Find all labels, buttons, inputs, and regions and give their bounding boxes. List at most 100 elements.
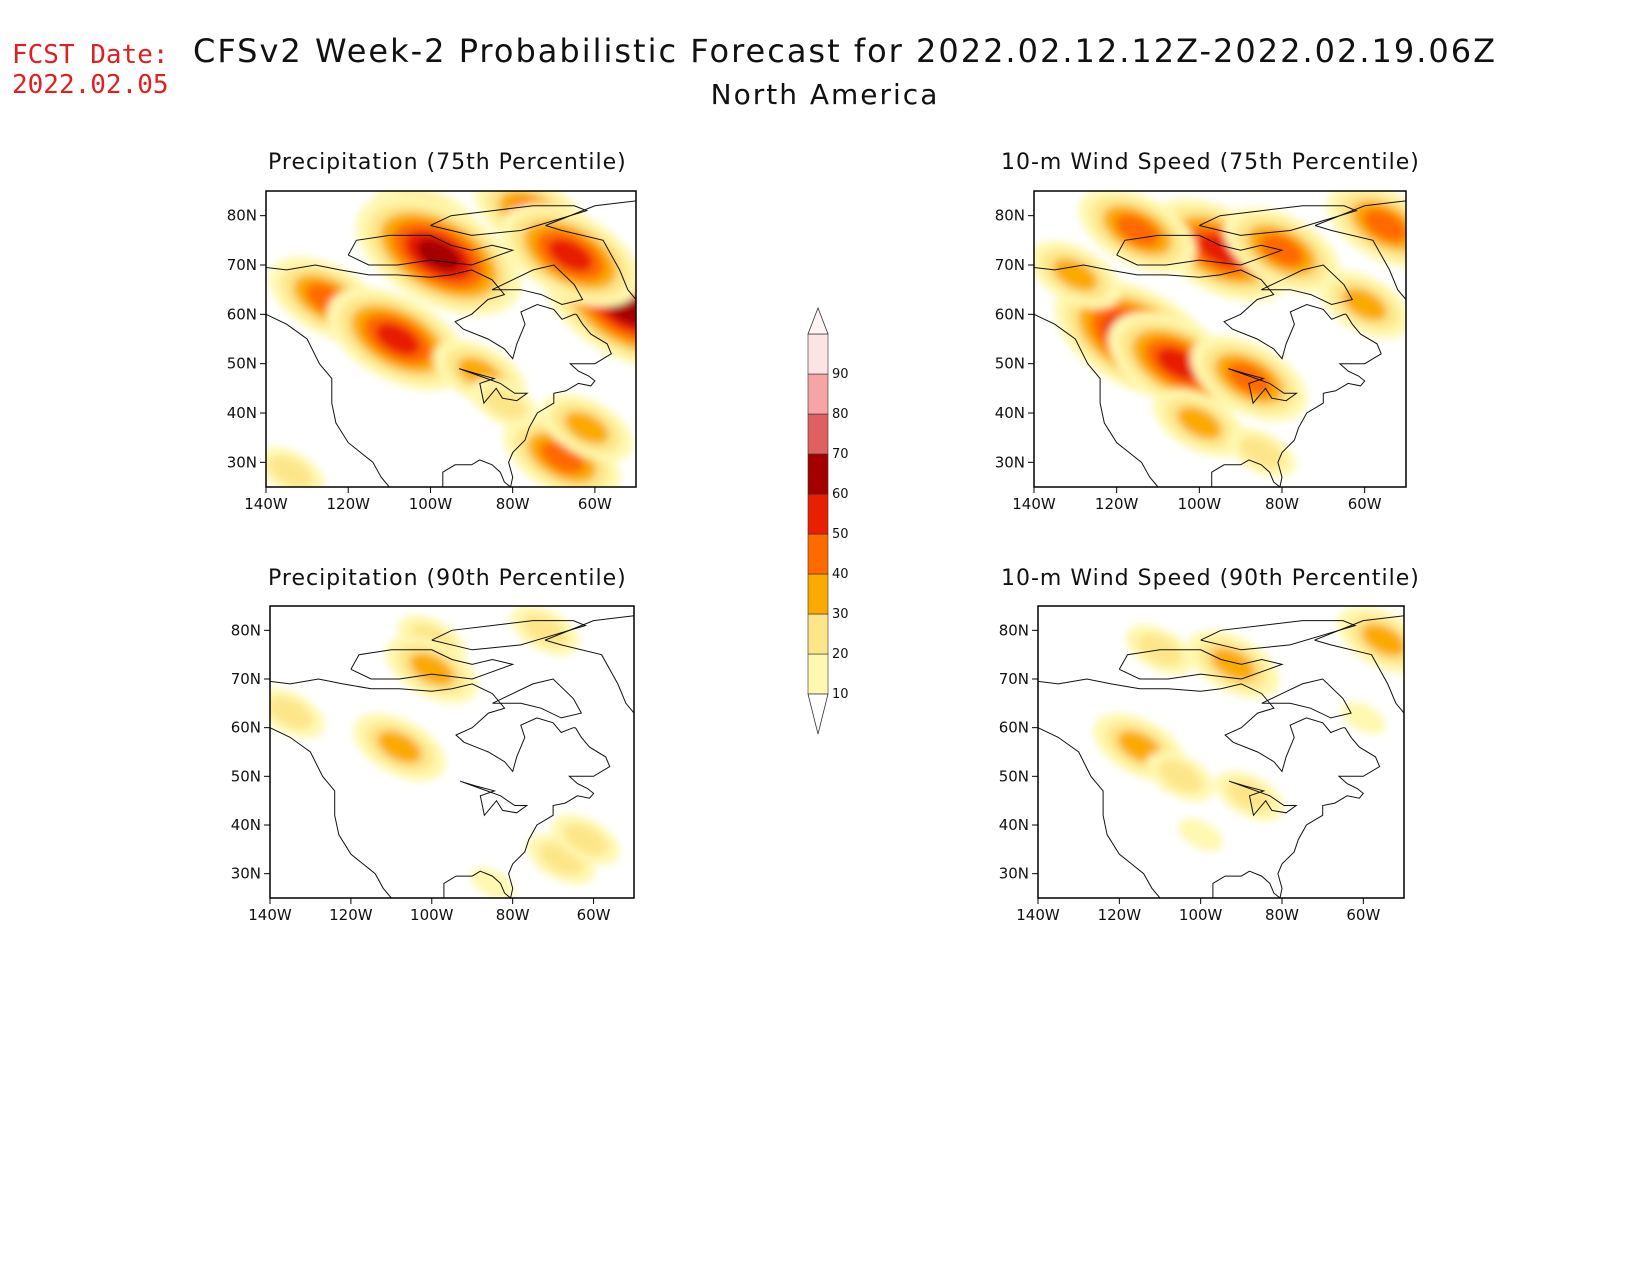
colorbar-segment-40 [807,533,829,575]
lat-label: 60N [231,719,261,737]
lat-label: 40N [999,816,1029,834]
coastline-6 [1314,615,1404,714]
colorbar-label: 70 [832,447,849,462]
probability-shading-6-level-40 [1363,209,1406,242]
coastline-0 [1034,313,1159,487]
coastline-3 [492,678,583,719]
map-panel-precip-90: 80N 70N 60N 50N 40N 30N 140W 120W 100W 80W 60W [231,605,635,924]
lat-label: 40N [231,816,261,834]
colorbar-label: 90 [832,367,849,382]
lon-label: 120W [326,495,370,513]
lon-label: 140W [248,906,292,924]
probability-shading-5-level-40 [1226,362,1271,395]
lat-label: 30N [995,453,1025,471]
colorbar-segment-90 [807,333,829,375]
coastline-2 [270,678,576,773]
probability-shading-3-level-20 [1158,760,1203,793]
lon-label: 60W [578,495,612,513]
probability-shading-0-level-30 [1211,648,1256,681]
lat-label: 70N [231,670,261,688]
lat-label: 30N [227,453,257,471]
colorbar-legend: 10 20 30 40 50 60 70 80 90 [807,306,849,735]
lon-label: 60W [1346,906,1380,924]
colorbar-label: 40 [832,567,849,582]
probability-shading-9-level-20 [268,456,313,487]
lon-label: 140W [1012,495,1056,513]
colorbar-segment-50 [807,493,829,535]
map-frame [1033,190,1407,488]
lat-label: 30N [231,865,261,883]
coastline-0 [266,313,390,487]
probability-shading-7-level-10 [1341,701,1386,735]
coastline-2 [1034,264,1347,360]
coastline-1 [442,314,612,487]
colorbar-label: 50 [832,527,849,542]
coastline-6 [545,200,636,301]
lon-label: 100W [409,495,453,513]
panel-title-precip-90: Precipitation (90th Percentile) [268,566,627,591]
coastline-1 [443,727,611,898]
panel-title-precip-75: Precipitation (75th Percentile) [268,150,627,175]
coastline-5 [1199,205,1358,236]
lat-label: 70N [999,670,1029,688]
coastline-7 [459,368,529,405]
coastline-2 [266,264,577,360]
colorbar-label: 20 [832,647,849,662]
map-panel-wind-90: 80N 70N 60N 50N 40N 30N 140W 120W 100W 80W 60W [999,605,1405,924]
coastline-4 [347,234,515,266]
probability-shading-6-level-10 [1178,818,1223,851]
coastline-5 [430,205,589,236]
lon-label: 100W [1179,906,1223,924]
lat-label: 30N [999,865,1029,883]
probability-shading-4-level-60 [416,239,461,272]
lat-label: 60N [999,719,1029,737]
forecast-date: FCST Date: 2022.02.05 [12,40,169,100]
coastline-7 [459,780,529,817]
lon-label: 60W [1348,495,1382,513]
lat-label: 40N [227,404,257,422]
coastline-1 [1211,314,1382,487]
coastline-3 [1261,678,1352,719]
lon-label: 140W [1016,906,1060,924]
probability-shading-2-level-30 [377,731,422,764]
probability-shading-9-level-30 [1342,288,1387,321]
forecast-date-value: 2022.02.05 [12,70,169,100]
coastline-5 [1200,620,1357,651]
probability-shading-3-level-50 [375,322,420,356]
lon-label: 120W [1095,495,1139,513]
probability-shading-4-level-50 [1156,347,1201,380]
lat-label: 60N [227,305,257,323]
map-frame [269,605,635,899]
colorbar-segment-60 [807,453,829,495]
lon-label: 80W [496,495,530,513]
map-frame [265,190,637,488]
lat-label: 80N [999,621,1029,639]
probability-shading-8-level-30 [1177,406,1222,439]
coastline-3 [1261,264,1354,306]
colorbar-segment-10 [807,653,829,695]
coastline-7 [1228,780,1298,817]
coastline-0 [270,727,392,898]
colorbar-segment-70 [807,413,829,455]
probability-shading-7-level-30 [1053,258,1098,291]
lat-label: 50N [999,767,1029,785]
probability-shading-5-level-30 [1361,623,1404,657]
lat-label: 50N [231,767,261,785]
colorbar-label: 30 [832,607,849,622]
lon-label: 100W [1178,495,1222,513]
coastline-7 [1228,368,1299,405]
page-title: CFSv2 Week-2 Probabilistic Forecast for … [192,32,1498,70]
lon-label: 80W [1265,906,1299,924]
colorbar-segment-80 [807,373,829,415]
lat-label: 80N [995,207,1025,225]
colorbar-segment-30 [807,573,829,615]
lat-label: 50N [227,355,257,373]
lon-label: 80W [496,906,530,924]
lon-label: 120W [1098,906,1142,924]
coastline-2 [1038,678,1345,773]
coastline-3 [491,264,584,306]
coastline-4 [1118,649,1284,680]
lon-label: 120W [329,906,373,924]
lat-label: 70N [995,256,1025,274]
probability-shading-7-level-30 [564,411,609,444]
